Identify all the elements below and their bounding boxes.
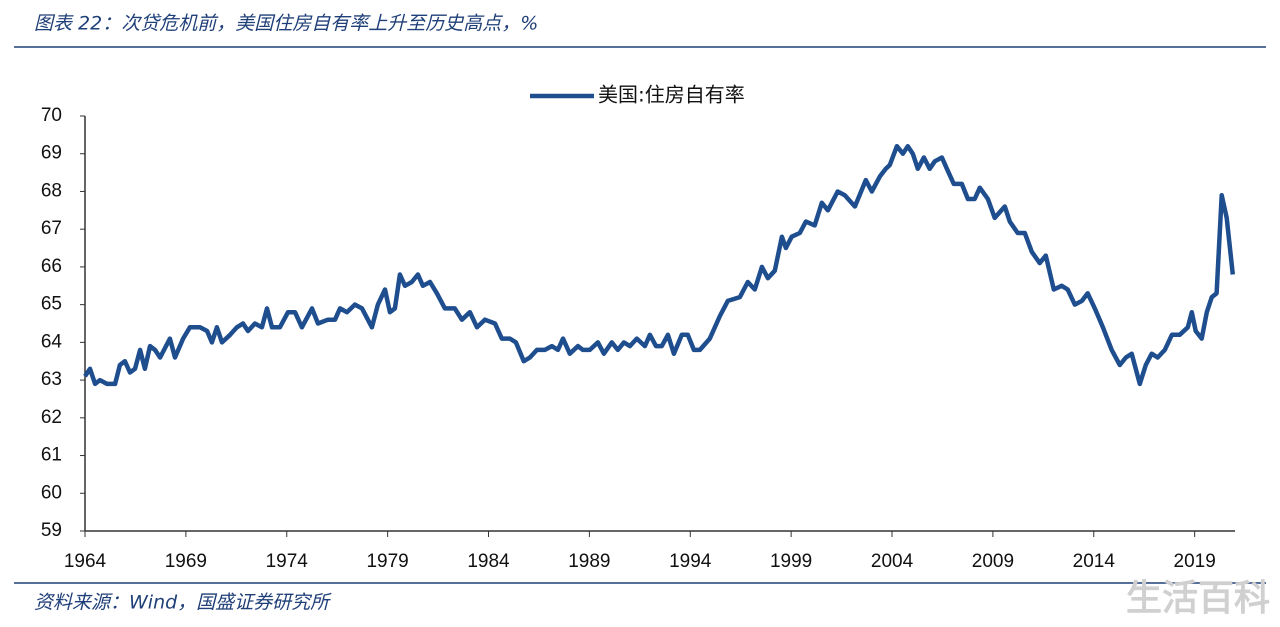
x-tick-label: 1989 xyxy=(568,551,610,572)
x-tick-label: 1979 xyxy=(366,551,408,572)
series-line xyxy=(83,143,1236,387)
y-tick-label: 68 xyxy=(41,180,62,201)
y-tick-label: 59 xyxy=(41,520,62,541)
y-tick-label: 60 xyxy=(41,482,62,503)
x-tick-label: 2009 xyxy=(972,551,1014,572)
y-tick-label: 63 xyxy=(41,369,62,390)
legend-label: 美国:住房自有率 xyxy=(598,83,745,107)
x-tick-label: 1974 xyxy=(266,551,309,572)
y-tick-label: 64 xyxy=(41,331,63,352)
y-tick-label: 66 xyxy=(41,256,62,277)
x-tick-label: 1999 xyxy=(770,551,812,572)
x-tick-label: 2019 xyxy=(1174,551,1216,572)
x-tick-label: 1964 xyxy=(64,551,107,572)
watermark: 生活百科 xyxy=(1126,578,1270,619)
chart-title: 图表 22：次贷危机前，美国住房自有率上升至历史高点，% xyxy=(34,13,538,35)
source: 资料来源：Wind，国盛证券研究所 xyxy=(34,592,332,614)
x-tick-label: 2004 xyxy=(871,551,914,572)
y-tick-label: 65 xyxy=(41,294,62,315)
y-tick-label: 62 xyxy=(41,407,62,428)
x-tick-label: 1994 xyxy=(669,551,712,572)
y-tick-label: 69 xyxy=(41,143,62,164)
y-tick-label: 70 xyxy=(41,105,62,126)
y-tick-label: 61 xyxy=(41,445,62,466)
x-tick-label: 1984 xyxy=(467,551,510,572)
y-tick-label: 67 xyxy=(41,218,62,239)
x-tick-label: 1969 xyxy=(165,551,207,572)
x-tick-label: 2014 xyxy=(1073,551,1116,572)
